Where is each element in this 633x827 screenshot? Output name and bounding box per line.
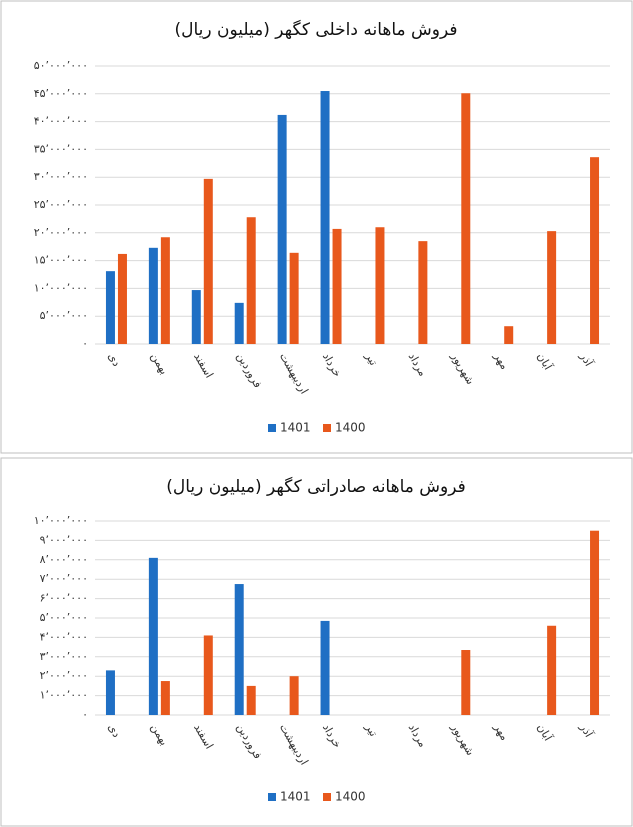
- y-tick-label: ۴۵٬۰۰۰٬۰۰۰: [34, 87, 88, 100]
- bar: [504, 326, 514, 344]
- bar: [160, 681, 170, 715]
- y-tick-label: ۴٬۰۰۰٬۰۰۰: [40, 630, 88, 643]
- y-tick-label: ۶٬۰۰۰٬۰۰۰: [40, 592, 88, 605]
- y-tick-label: ۰: [82, 708, 88, 721]
- y-tick-label: ۵٬۰۰۰٬۰۰۰: [40, 309, 88, 322]
- y-tick-label: ۱۵٬۰۰۰٬۰۰۰: [34, 254, 88, 267]
- y-tick-label: ۴۰٬۰۰۰٬۰۰۰: [34, 115, 88, 128]
- legend-swatch: [323, 793, 331, 801]
- bar: [277, 114, 287, 344]
- y-tick-label: ۲۵٬۰۰۰٬۰۰۰: [34, 198, 88, 211]
- y-tick-label: ۵٬۰۰۰٬۰۰۰: [40, 611, 88, 624]
- bar: [320, 91, 330, 345]
- legend-label: 1400: [335, 421, 366, 435]
- y-tick-label: ۳٬۰۰۰٬۰۰۰: [40, 650, 88, 663]
- bar: [547, 231, 557, 344]
- y-tick-label: ۲۰٬۰۰۰٬۰۰۰: [34, 226, 88, 239]
- bar: [461, 650, 471, 715]
- x-tick-label: تیر: [362, 350, 380, 368]
- legend-swatch: [268, 793, 276, 801]
- bar: [191, 290, 201, 344]
- legend-label: 1401: [280, 421, 311, 435]
- bar: [418, 241, 428, 344]
- y-tick-label: ۱۰٬۰۰۰٬۰۰۰: [34, 281, 88, 294]
- bar: [234, 584, 244, 715]
- y-tick-label: ۸٬۰۰۰٬۰۰۰: [40, 553, 88, 566]
- bar: [105, 271, 115, 344]
- chart-title: فروش ماهانه داخلی کگهر (میلیون ریال): [174, 19, 457, 40]
- bar: [246, 685, 256, 715]
- y-tick-label: ۷٬۰۰۰٬۰۰۰: [40, 572, 88, 585]
- y-tick-label: ۳۰٬۰۰۰٬۰۰۰: [34, 170, 88, 183]
- x-tick-label: دی: [105, 351, 123, 369]
- bar: [148, 247, 158, 344]
- legend-swatch: [268, 424, 276, 432]
- bar: [320, 620, 330, 715]
- bar: [547, 625, 557, 715]
- y-tick-label: ۳۵٬۰۰۰٬۰۰۰: [34, 142, 88, 155]
- bar: [289, 252, 299, 344]
- y-tick-label: ۱٬۰۰۰٬۰۰۰: [40, 689, 88, 702]
- bar: [332, 228, 342, 344]
- bar: [289, 676, 299, 715]
- bar: [117, 253, 127, 344]
- bar: [461, 93, 471, 344]
- y-tick-label: ۱۰٬۰۰۰٬۰۰۰: [34, 514, 88, 527]
- y-tick-label: ۵۰٬۰۰۰٬۰۰۰: [34, 59, 88, 72]
- legend-label: 1401: [280, 790, 311, 804]
- panel: [0, 457, 633, 827]
- bar: [234, 302, 244, 344]
- bar: [105, 670, 115, 715]
- bar: [203, 178, 213, 344]
- y-tick-label: ۹٬۰۰۰٬۰۰۰: [40, 533, 88, 546]
- bar: [590, 157, 600, 344]
- bar: [160, 237, 170, 344]
- y-tick-label: ۲٬۰۰۰٬۰۰۰: [40, 669, 88, 682]
- legend-swatch: [323, 424, 331, 432]
- panel: [0, 0, 633, 454]
- bar: [203, 635, 213, 715]
- bar: [375, 227, 385, 344]
- bar: [148, 557, 158, 715]
- bar: [590, 530, 600, 715]
- y-tick-label: ۰: [82, 337, 88, 350]
- x-tick-label: دی: [105, 722, 123, 740]
- bar: [246, 217, 256, 344]
- legend-label: 1400: [335, 790, 366, 804]
- chart-title: فروش ماهانه صادراتی کگهر (میلیون ریال): [166, 476, 465, 497]
- x-tick-label: تیر: [362, 721, 380, 739]
